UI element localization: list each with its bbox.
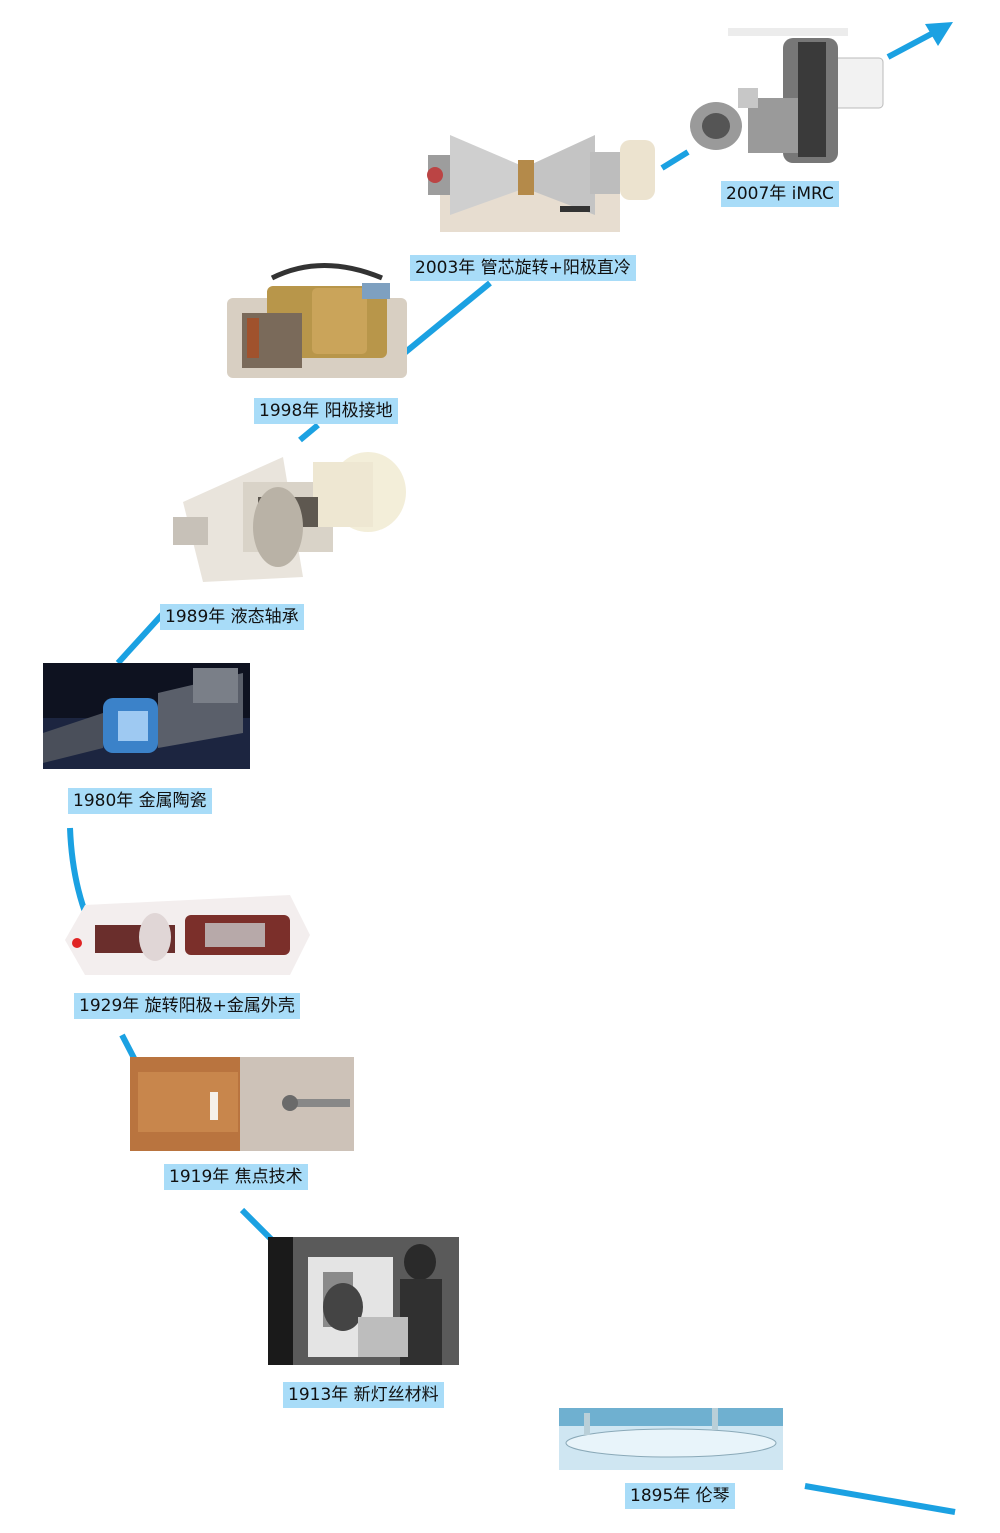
milestone-image-2003 [420, 120, 662, 242]
milestone-label-1929: 1929年 旋转阳极+金属外壳 [74, 993, 300, 1019]
path-segment-start [804, 1483, 956, 1515]
milestone-label-1913: 1913年 新灯丝材料 [283, 1382, 444, 1408]
milestone-image-1919 [130, 1057, 354, 1151]
path-segment-end [886, 29, 937, 60]
path-segment-1913-1919 [239, 1207, 275, 1243]
milestone-image-1929 [65, 895, 310, 977]
milestone-label-1980: 1980年 金属陶瓷 [68, 788, 212, 814]
milestone-image-1913 [268, 1237, 459, 1365]
milestone-label-1919: 1919年 焦点技术 [164, 1164, 308, 1190]
milestone-label-2003: 2003年 管芯旋转+阳极直冷 [410, 255, 636, 281]
milestone-image-1989 [163, 442, 408, 592]
milestone-image-1998 [222, 258, 410, 382]
milestone-image-1980 [43, 663, 250, 769]
path-segment-1998-2003 [400, 280, 492, 358]
milestone-label-1998: 1998年 阳极接地 [254, 398, 398, 424]
milestone-label-2007: 2007年 iMRC [721, 181, 839, 207]
milestone-label-1895: 1895年 伦琴 [625, 1483, 735, 1509]
path-segment-1989-1998-b [298, 422, 320, 443]
path-segment-2003-2007 [660, 149, 690, 171]
milestone-image-2007 [688, 28, 888, 168]
path-segment-1919-1929 [119, 1033, 138, 1062]
milestone-label-1989: 1989年 液态轴承 [160, 604, 304, 630]
arrow-head-icon [925, 22, 953, 46]
milestone-image-1895 [559, 1408, 783, 1470]
path-segment-1980-1989 [115, 605, 171, 666]
